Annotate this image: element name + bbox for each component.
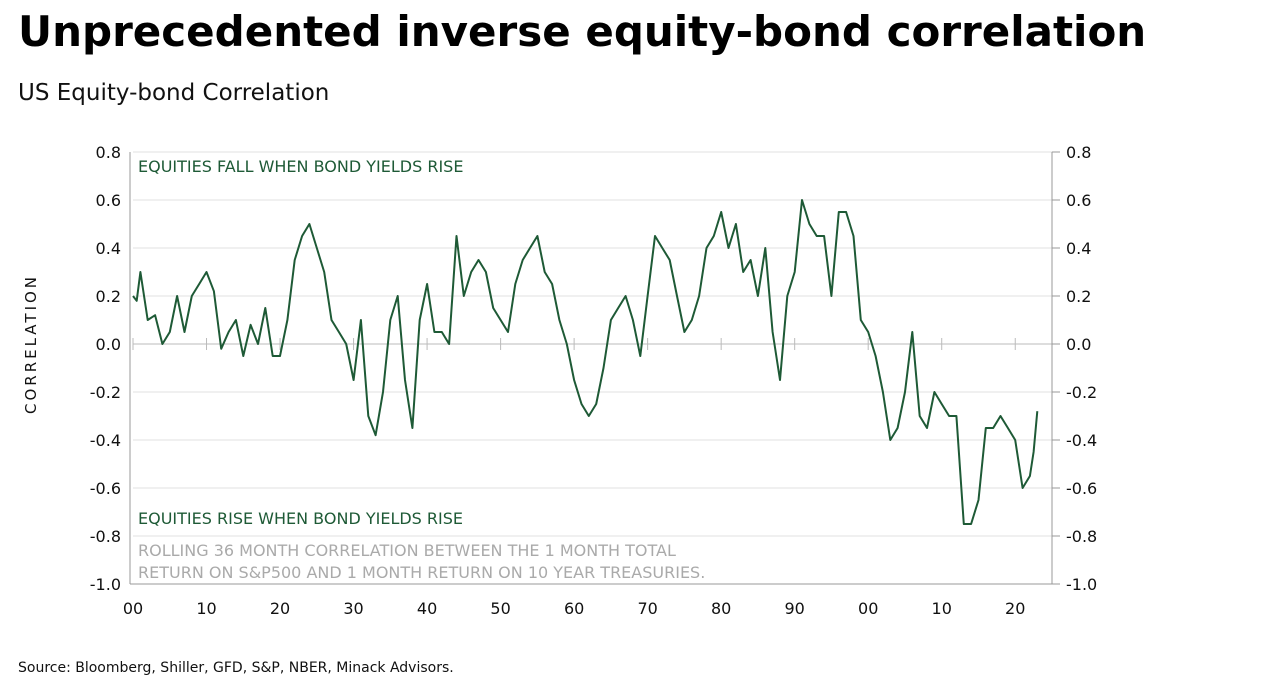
x-tick-label: 30 [343,599,363,618]
data-line [132,199,1039,525]
y-tick-label: 0.6 [96,191,121,210]
y-tick-label: 0.4 [96,239,121,258]
y2-tick-label: -0.2 [1066,383,1097,402]
chart-title: Unprecedented inverse equity-bond correl… [18,7,1146,56]
y-tick-label: -1.0 [90,575,121,594]
y-tick-label: 0.0 [96,335,121,354]
y-tick-label: 0.8 [96,143,121,162]
x-tick-label: 40 [417,599,437,618]
y-tick-label: -0.6 [90,479,121,498]
x-tick-label: 10 [932,599,952,618]
y2-tick-label: 0.8 [1066,143,1091,162]
y2-tick-label: 0.4 [1066,239,1091,258]
chart-subtitle: US Equity-bond Correlation [18,80,329,106]
y-tick-label: -0.4 [90,431,121,450]
x-tick-label: 80 [711,599,731,618]
x-tick-label: 20 [1005,599,1025,618]
x-tick-label: 90 [785,599,805,618]
x-tick-label: 60 [564,599,584,618]
annotation: EQUITIES FALL WHEN BOND YIELDS RISE [138,157,463,176]
note: ROLLING 36 MONTH CORRELATION BETWEEN THE… [138,541,676,560]
y2-tick-label: -0.4 [1066,431,1097,450]
y-tick-label: -0.8 [90,527,121,546]
y2-tick-label: 0.6 [1066,191,1091,210]
x-tick-label: 50 [490,599,510,618]
x-tick-label: 00 [858,599,878,618]
y2-tick-label: 0.0 [1066,335,1091,354]
y-axis-label: CORRELATION [22,274,40,414]
y-tick-label: -0.2 [90,383,121,402]
x-tick-label: 00 [123,599,143,618]
x-tick-label: 70 [637,599,657,618]
y2-tick-label: -0.8 [1066,527,1097,546]
x-tick-label: 20 [270,599,290,618]
note: RETURN ON S&P500 AND 1 MONTH RETURN ON 1… [138,563,705,582]
y-tick-label: 0.2 [96,287,121,306]
y2-tick-label: -1.0 [1066,575,1097,594]
y2-tick-label: -0.6 [1066,479,1097,498]
annotation: EQUITIES RISE WHEN BOND YIELDS RISE [138,509,463,528]
y2-tick-label: 0.2 [1066,287,1091,306]
source: Source: Bloomberg, Shiller, GFD, S&P, NB… [18,660,454,676]
x-tick-label: 10 [196,599,216,618]
